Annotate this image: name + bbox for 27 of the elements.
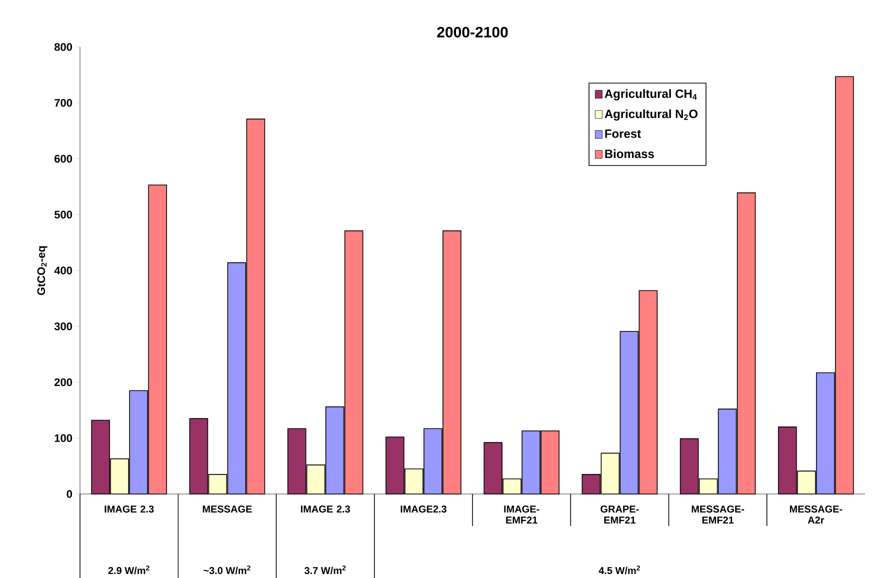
y-tick-label: 0 <box>66 490 72 498</box>
y-tick-label: 600 <box>54 154 72 163</box>
x-tick-label: IMAGE-EMF21 <box>504 506 540 524</box>
legend-label: Forest <box>605 130 641 138</box>
legend-label: Agricultural N$_{2}$O <box>604 109 698 121</box>
y-tick-label: 100 <box>54 434 72 442</box>
y-tick-label: 800 <box>54 43 72 51</box>
text: 2.9 W/m$^{2}$ <box>108 565 150 574</box>
x-tick-label: GRAPE-EMF21 <box>600 506 639 524</box>
x-tick-label: MESSAGE-EMF21 <box>692 506 744 524</box>
y-tick-label: 300 <box>54 322 72 330</box>
y-tick-label: 200 <box>54 378 72 386</box>
text: 4.5 W/m$^{2}$ <box>598 565 640 574</box>
x-tick-label: IMAGE 2.3 <box>300 506 350 513</box>
y-tick-label: 700 <box>54 98 72 107</box>
y-tick-label: 500 <box>54 210 72 219</box>
x-tick-label: IMAGE 2.3 <box>104 506 154 513</box>
legend-label: Biomass <box>605 149 654 158</box>
text: ~3.0 W/m$^{2}$ <box>204 565 250 574</box>
x-tick-label: MESSAGE-A2r <box>790 506 842 524</box>
legend-label: Agricultural CH$_{4}$ <box>604 89 697 100</box>
y-axis-title: GtCO$_{2}$-eq <box>37 246 48 296</box>
x-tick-label: MESSAGE <box>202 506 252 513</box>
text: 3.7 W/m$^{2}$ <box>304 565 346 574</box>
chart-title: 2000-2100 <box>437 26 508 38</box>
y-tick-label: 400 <box>54 266 72 274</box>
x-tick-label: IMAGE2.3 <box>400 506 446 513</box>
